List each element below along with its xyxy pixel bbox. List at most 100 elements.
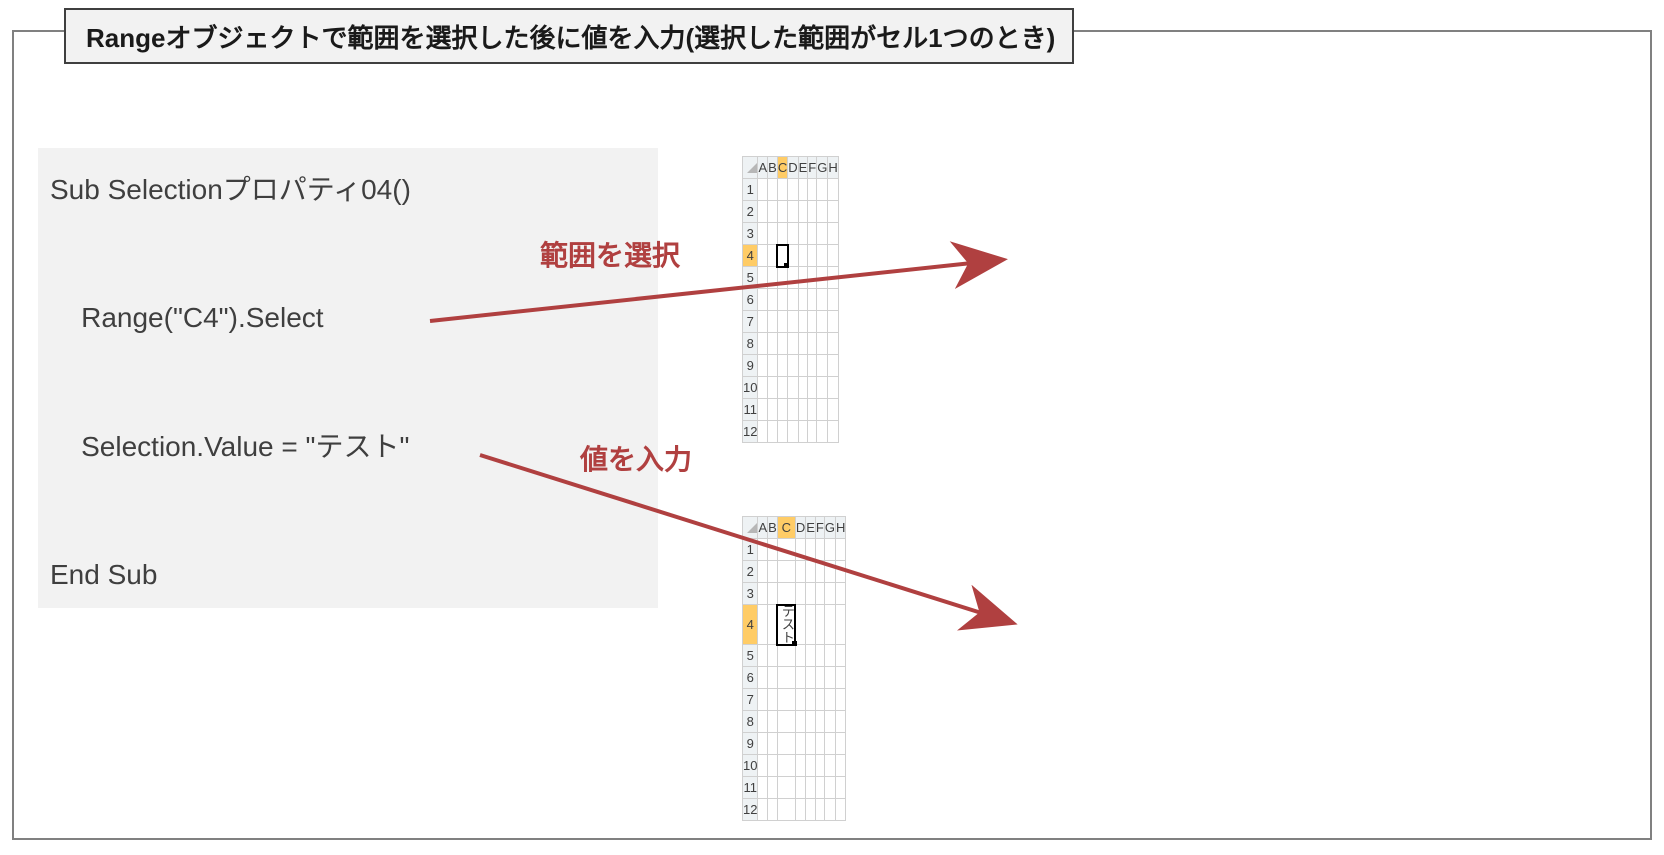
cell-B7[interactable] (768, 311, 778, 333)
cell-G3[interactable] (817, 223, 828, 245)
cell-F4[interactable] (808, 245, 817, 267)
cell-G4[interactable] (824, 605, 835, 645)
row-header-3[interactable]: 3 (743, 223, 758, 245)
cell-F12[interactable] (808, 421, 817, 443)
cell-G1[interactable] (817, 179, 828, 201)
cell-G1[interactable] (824, 539, 835, 561)
cell-G11[interactable] (824, 777, 835, 799)
cell-A3[interactable] (758, 583, 768, 605)
cell-A8[interactable] (758, 333, 768, 355)
cell-H3[interactable] (835, 583, 845, 605)
cell-F4[interactable] (815, 605, 824, 645)
cell-B4[interactable] (768, 605, 778, 645)
col-header-C[interactable]: C (777, 157, 787, 179)
col-header-G[interactable]: G (817, 157, 828, 179)
cell-F3[interactable] (808, 223, 817, 245)
cell-B8[interactable] (768, 333, 778, 355)
cell-C6[interactable] (777, 289, 787, 311)
row-header-10[interactable]: 10 (743, 755, 758, 777)
cell-D5[interactable] (795, 645, 805, 667)
cell-G9[interactable] (824, 733, 835, 755)
cell-C5[interactable] (777, 645, 795, 667)
cell-E4[interactable] (806, 605, 816, 645)
cell-H4[interactable] (835, 605, 845, 645)
cell-H11[interactable] (835, 777, 845, 799)
cell-H5[interactable] (835, 645, 845, 667)
cell-H4[interactable] (828, 245, 838, 267)
cell-C9[interactable] (777, 733, 795, 755)
cell-E11[interactable] (806, 777, 816, 799)
cell-B11[interactable] (768, 399, 778, 421)
cell-C7[interactable] (777, 311, 787, 333)
cell-D10[interactable] (788, 377, 798, 399)
cell-D3[interactable] (795, 583, 805, 605)
cell-A3[interactable] (758, 223, 768, 245)
cell-C11[interactable] (777, 399, 787, 421)
cell-F8[interactable] (815, 711, 824, 733)
cell-F6[interactable] (808, 289, 817, 311)
cell-E1[interactable] (798, 179, 808, 201)
cell-F6[interactable] (815, 667, 824, 689)
cell-H1[interactable] (835, 539, 845, 561)
row-header-7[interactable]: 7 (743, 311, 758, 333)
cell-A6[interactable] (758, 289, 768, 311)
cell-E7[interactable] (806, 689, 816, 711)
cell-A5[interactable] (758, 267, 768, 289)
cell-D7[interactable] (795, 689, 805, 711)
cell-A9[interactable] (758, 733, 768, 755)
cell-F12[interactable] (815, 799, 824, 821)
cell-C10[interactable] (777, 377, 787, 399)
cell-B8[interactable] (768, 711, 778, 733)
cell-A11[interactable] (758, 399, 768, 421)
cell-C1[interactable] (777, 179, 787, 201)
cell-A7[interactable] (758, 689, 768, 711)
cell-A4[interactable] (758, 605, 768, 645)
cell-G3[interactable] (824, 583, 835, 605)
col-header-A[interactable]: A (758, 517, 768, 539)
col-header-D[interactable]: D (788, 157, 798, 179)
cell-F11[interactable] (815, 777, 824, 799)
cell-F9[interactable] (815, 733, 824, 755)
cell-H2[interactable] (828, 201, 838, 223)
cell-A5[interactable] (758, 645, 768, 667)
cell-A8[interactable] (758, 711, 768, 733)
cell-D4[interactable] (795, 605, 805, 645)
cell-H6[interactable] (828, 289, 838, 311)
cell-H10[interactable] (828, 377, 838, 399)
cell-F7[interactable] (808, 311, 817, 333)
cell-H10[interactable] (835, 755, 845, 777)
cell-B9[interactable] (768, 733, 778, 755)
cell-E4[interactable] (798, 245, 808, 267)
cell-F5[interactable] (815, 645, 824, 667)
col-header-E[interactable]: E (806, 517, 816, 539)
cell-H9[interactable] (828, 355, 838, 377)
cell-H7[interactable] (835, 689, 845, 711)
cell-A10[interactable] (758, 377, 768, 399)
cell-C2[interactable] (777, 201, 787, 223)
cell-D10[interactable] (795, 755, 805, 777)
row-header-2[interactable]: 2 (743, 201, 758, 223)
cell-A12[interactable] (758, 799, 768, 821)
cell-C9[interactable] (777, 355, 787, 377)
cell-G4[interactable] (817, 245, 828, 267)
cell-G2[interactable] (817, 201, 828, 223)
cell-F1[interactable] (808, 179, 817, 201)
cell-A11[interactable] (758, 777, 768, 799)
cell-G8[interactable] (824, 711, 835, 733)
row-header-9[interactable]: 9 (743, 355, 758, 377)
cell-E10[interactable] (806, 755, 816, 777)
cell-H8[interactable] (835, 711, 845, 733)
cell-D8[interactable] (795, 711, 805, 733)
cell-G7[interactable] (817, 311, 828, 333)
cell-C8[interactable] (777, 711, 795, 733)
cell-B1[interactable] (768, 539, 778, 561)
row-header-9[interactable]: 9 (743, 733, 758, 755)
cell-B5[interactable] (768, 267, 778, 289)
row-header-2[interactable]: 2 (743, 561, 758, 583)
row-header-7[interactable]: 7 (743, 689, 758, 711)
cell-B4[interactable] (768, 245, 778, 267)
cell-E6[interactable] (806, 667, 816, 689)
cell-E2[interactable] (806, 561, 816, 583)
row-header-11[interactable]: 11 (743, 777, 758, 799)
cell-E7[interactable] (798, 311, 808, 333)
